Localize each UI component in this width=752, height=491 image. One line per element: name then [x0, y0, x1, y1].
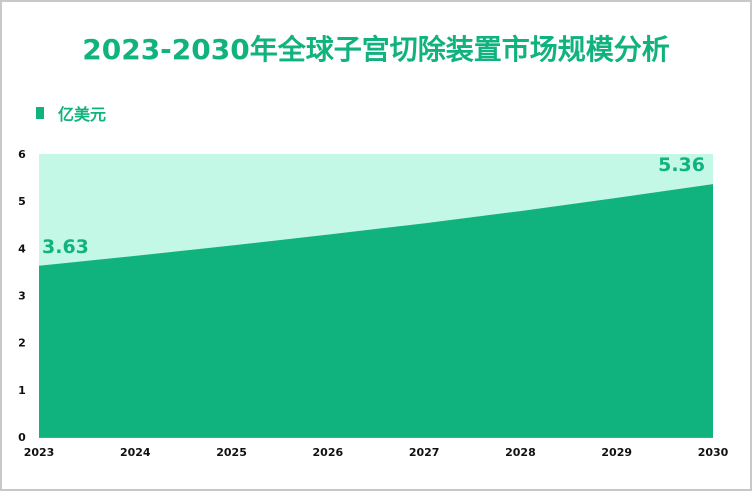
x-tick-label: 2029	[601, 446, 632, 459]
x-tick-label: 2028	[505, 446, 536, 459]
y-tick-label: 2	[18, 337, 26, 350]
y-tick-label: 3	[18, 290, 26, 303]
x-tick-label: 2026	[313, 446, 344, 459]
x-tick-label: 2027	[409, 446, 440, 459]
legend: 亿美元	[36, 101, 106, 125]
area-series	[39, 184, 713, 437]
data-label: 3.63	[42, 236, 89, 258]
y-tick-label: 4	[18, 242, 26, 255]
y-tick-label: 5	[18, 195, 26, 208]
legend-label: 亿美元	[58, 105, 107, 124]
x-tick-label: 2030	[698, 446, 729, 459]
data-label: 5.36	[658, 154, 705, 176]
y-tick-label: 0	[18, 431, 26, 444]
chart-title: 2023-2030年全球子宫切除装置市场规模分析	[82, 33, 670, 66]
y-tick-label: 6	[18, 148, 26, 161]
legend-swatch	[36, 107, 44, 119]
y-tick-label: 1	[18, 384, 26, 397]
x-tick-label: 2025	[216, 446, 247, 459]
x-tick-label: 2024	[120, 446, 151, 459]
x-tick-label: 2023	[24, 446, 55, 459]
